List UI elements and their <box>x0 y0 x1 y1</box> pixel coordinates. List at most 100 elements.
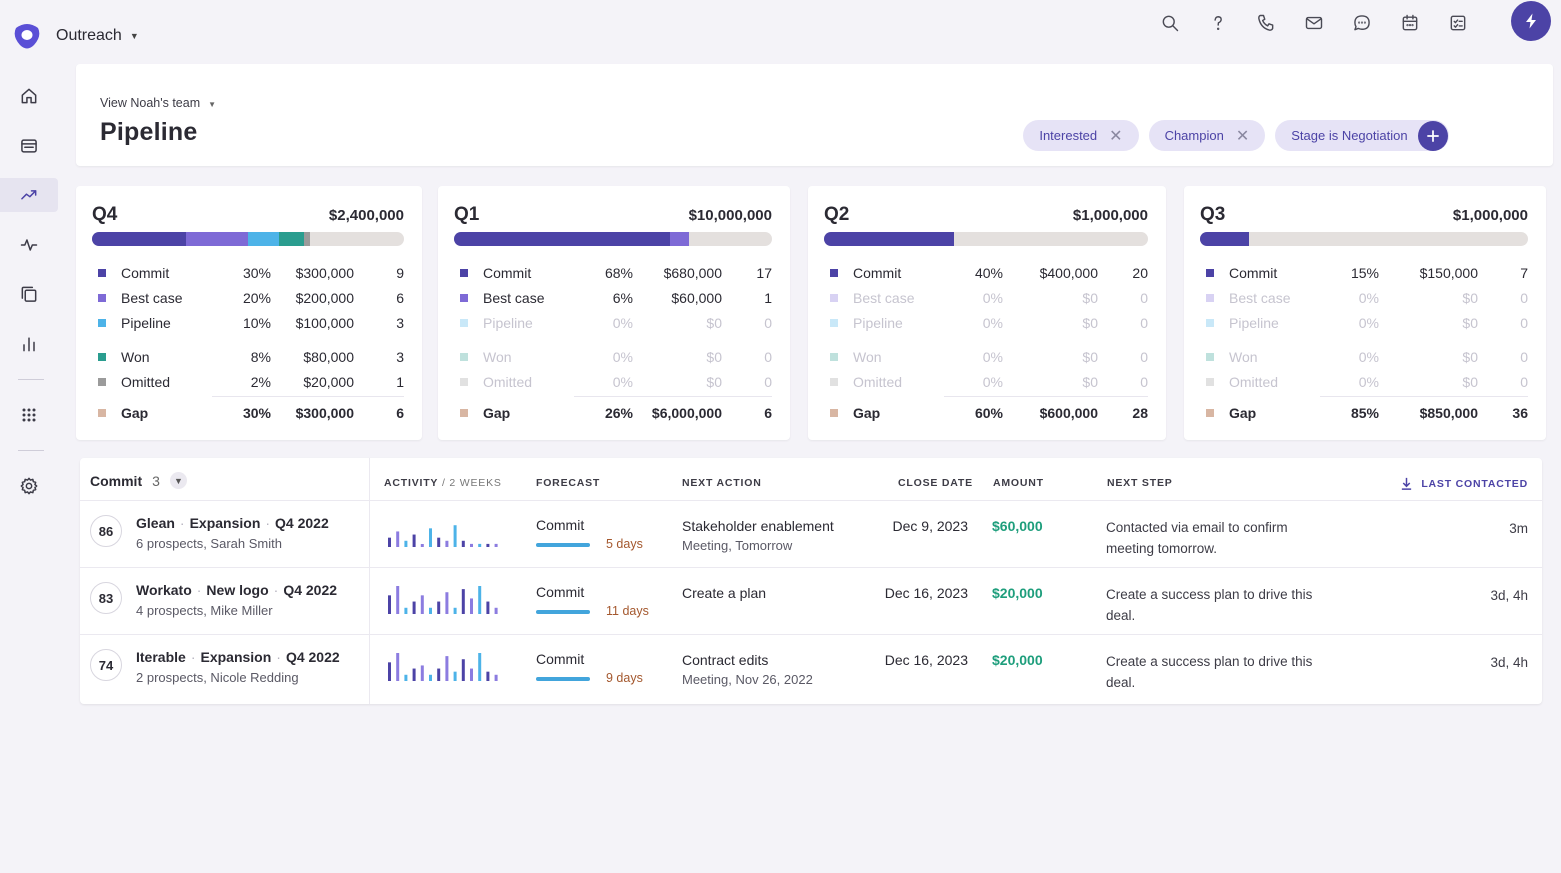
breakdown-amount: $60,000 <box>671 289 722 306</box>
column-close-date[interactable]: CLOSE DATE <box>898 477 973 489</box>
sidebar-item-activity[interactable] <box>14 230 44 260</box>
breakdown-pct: 0% <box>1358 348 1379 365</box>
activity-bar <box>396 586 400 614</box>
breakdown-row-omitted[interactable]: Omitted 0% $0 0 <box>454 369 772 394</box>
chat-icon[interactable] <box>1349 10 1375 36</box>
chevron-down-icon[interactable]: ▼ <box>169 472 187 489</box>
breakdown-row-pipeline[interactable]: Pipeline 0% $0 0 <box>824 310 1148 335</box>
breakdown-row-omitted[interactable]: Omitted 0% $0 0 <box>1200 369 1528 394</box>
breakdown-pct: 10% <box>242 314 271 331</box>
next-action-title[interactable]: Stakeholder enablement <box>682 518 834 534</box>
breakdown-row-best-case[interactable]: Best case 0% $0 0 <box>1200 285 1528 310</box>
deal-title[interactable]: Glean · Expansion · Q4 2022 <box>136 515 329 531</box>
breakdown-row-gap[interactable]: Gap 26% $6,000,000 6 <box>454 400 772 425</box>
mail-icon[interactable] <box>1301 10 1327 36</box>
sidebar-item-inbox[interactable] <box>14 131 44 161</box>
legend-swatch <box>1206 318 1214 327</box>
table-row[interactable]: 74 Iterable · Expansion · Q4 2022 2 prospects,… <box>80 635 1542 702</box>
next-action-title[interactable]: Contract edits <box>682 652 769 668</box>
legend-swatch <box>1206 408 1214 417</box>
breakdown-row-commit[interactable]: Commit 15% $150,000 7 <box>1200 260 1528 285</box>
column-forecast[interactable]: FORECAST <box>536 477 601 489</box>
breakdown-row-won[interactable]: Won 0% $0 0 <box>1200 344 1528 369</box>
breakdown-row-best-case[interactable]: Best case 0% $0 0 <box>824 285 1148 310</box>
quick-actions-button[interactable] <box>1511 1 1551 41</box>
table-row[interactable]: 86 Glean · Expansion · Q4 2022 6 prospects, Sa… <box>80 501 1542 568</box>
table-row[interactable]: 83 Workato · New logo · Q4 2022 4 prospects, M… <box>80 568 1542 635</box>
column-activity[interactable]: ACTIVITY / 2 WEEKS <box>384 477 502 489</box>
activity-bar <box>461 659 465 681</box>
quarter-card-q4[interactable]: Q4 $2,400,000 Commit 30% $300,000 9 Best case 2… <box>76 186 422 440</box>
activity-sparkline <box>388 525 498 547</box>
quarter-card-q2[interactable]: Q2 $1,000,000 Commit 40% $400,000 20 Best case… <box>808 186 1166 440</box>
quarter-breakdown: Commit 68% $680,000 17 Best case 6% $60,000 1 Pi… <box>454 260 772 425</box>
legend-swatch <box>460 377 468 386</box>
sidebar-item-settings[interactable] <box>14 471 44 501</box>
activity-sparkline <box>388 653 498 681</box>
breakdown-row-commit[interactable]: Commit 40% $400,000 20 <box>824 260 1148 285</box>
breakdown-count: 0 <box>1140 289 1148 306</box>
tasks-icon[interactable] <box>1445 10 1471 36</box>
column-last-contacted[interactable]: LAST CONTACTED <box>1400 477 1528 490</box>
breakdown-row-gap[interactable]: Gap 85% $850,000 36 <box>1200 400 1528 425</box>
breakdown-row-commit[interactable]: Commit 68% $680,000 17 <box>454 260 772 285</box>
sidebar-item-home[interactable] <box>14 81 44 111</box>
next-action-title[interactable]: Create a plan <box>682 585 767 601</box>
quarter-card-q3[interactable]: Q3 $1,000,000 Commit 15% $150,000 7 Best case 0… <box>1184 186 1546 440</box>
phone-icon[interactable] <box>1253 10 1279 36</box>
deal-title[interactable]: Iterable · Expansion · Q4 2022 <box>136 649 340 665</box>
sidebar-divider <box>18 450 44 451</box>
help-icon[interactable] <box>1205 10 1231 36</box>
close-icon[interactable]: ✕ <box>1109 127 1123 145</box>
group-label: Commit <box>90 472 143 489</box>
legend-swatch <box>460 408 468 417</box>
breakdown-count: 0 <box>1520 373 1528 390</box>
quarter-card-q1[interactable]: Q1 $10,000,000 Commit 68% $680,000 17 Best cas… <box>438 186 790 440</box>
legend-swatch <box>98 293 106 302</box>
calendar-icon[interactable] <box>1397 10 1423 36</box>
breakdown-row-best-case[interactable]: Best case 6% $60,000 1 <box>454 285 772 310</box>
breakdown-count: 0 <box>1140 373 1148 390</box>
close-icon[interactable]: ✕ <box>1235 127 1250 145</box>
group-header[interactable]: Commit 3 ▼ <box>90 472 187 489</box>
activity-bar <box>412 601 416 614</box>
breakdown-row-won[interactable]: Won 0% $0 0 <box>454 344 772 369</box>
activity-bar <box>404 607 408 614</box>
forecast-days: 9 days <box>606 671 643 685</box>
sidebar-item-pipeline[interactable] <box>14 180 44 210</box>
sidebar-item-sequences[interactable] <box>14 279 44 309</box>
team-selector[interactable]: View Noah's team ▼ <box>100 96 216 110</box>
breakdown-row-omitted[interactable]: Omitted 0% $0 0 <box>824 369 1148 394</box>
sidebar-item-reports[interactable] <box>14 329 44 359</box>
breakdown-row-best-case[interactable]: Best case 20% $200,000 6 <box>92 285 404 310</box>
column-next-step[interactable]: NEXT STEP <box>1107 477 1173 489</box>
deal-type: New logo <box>206 582 269 598</box>
grid-apps-icon <box>22 408 36 422</box>
breakdown-row-gap[interactable]: Gap 30% $300,000 6 <box>92 400 404 425</box>
activity-bar <box>478 586 482 614</box>
add-filter-button[interactable] <box>1418 121 1448 151</box>
quarter-total: $10,000,000 <box>688 207 772 224</box>
breakdown-label: Pipeline <box>483 314 533 331</box>
team-selector-label: View Noah's team <box>100 96 201 110</box>
breakdown-row-commit[interactable]: Commit 30% $300,000 9 <box>92 260 404 285</box>
filter-chip[interactable]: Champion ✕ <box>1148 120 1266 151</box>
breakdown-row-won[interactable]: Won 8% $80,000 3 <box>92 344 404 369</box>
column-next-action[interactable]: NEXT ACTION <box>682 477 762 489</box>
workspace-switcher[interactable]: Outreach ▼ <box>12 22 139 50</box>
column-last-contacted-label: LAST CONTACTED <box>1421 477 1528 490</box>
breakdown-row-gap[interactable]: Gap 60% $600,000 28 <box>824 400 1148 425</box>
search-icon[interactable] <box>1157 10 1183 36</box>
breakdown-row-pipeline[interactable]: Pipeline 0% $0 0 <box>1200 310 1528 335</box>
breakdown-row-won[interactable]: Won 0% $0 0 <box>824 344 1148 369</box>
sidebar-item-apps[interactable] <box>14 400 44 430</box>
breakdown-label: Commit <box>853 264 902 281</box>
column-amount[interactable]: AMOUNT <box>993 477 1044 489</box>
breakdown-row-pipeline[interactable]: Pipeline 0% $0 0 <box>454 310 772 335</box>
breakdown-pct: 85% <box>1350 404 1379 421</box>
activity-bar <box>388 595 391 614</box>
breakdown-row-omitted[interactable]: Omitted 2% $20,000 1 <box>92 369 404 394</box>
deal-title[interactable]: Workato · New logo · Q4 2022 <box>136 582 337 598</box>
filter-chip[interactable]: Interested ✕ <box>1023 120 1139 151</box>
breakdown-row-pipeline[interactable]: Pipeline 10% $100,000 3 <box>92 310 404 335</box>
